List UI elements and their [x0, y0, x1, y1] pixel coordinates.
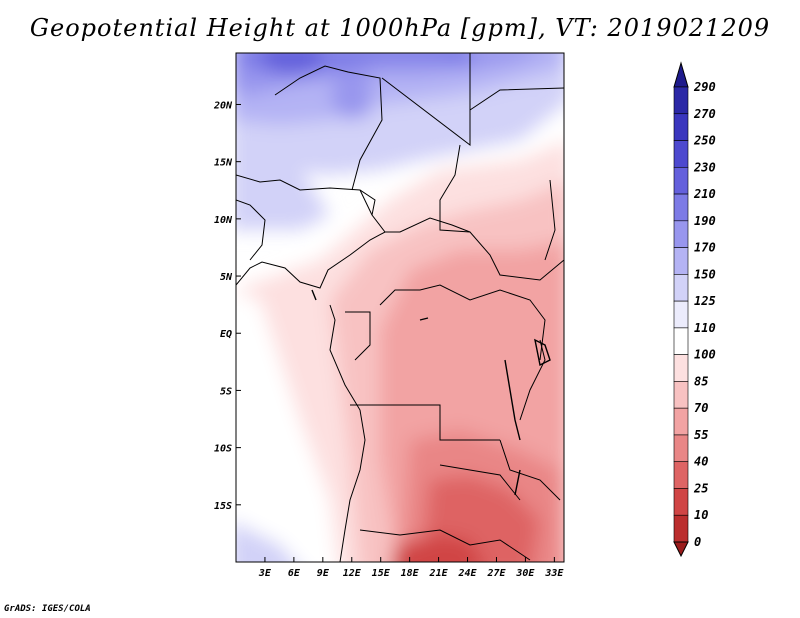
- colorbar-bin: [673, 354, 689, 382]
- lon-tick-label: 18E: [401, 568, 420, 579]
- country-borders: [236, 53, 564, 562]
- colorbar-label: 125: [694, 294, 716, 308]
- lat-tick-label: 5S: [220, 386, 232, 397]
- colorbar-bin: [673, 461, 689, 489]
- colorbar-label: 230: [693, 160, 716, 174]
- colorbar-bin: [673, 407, 689, 436]
- colorbar-bin: [673, 274, 689, 302]
- colorbar-label: 270: [693, 107, 716, 121]
- colorbar-label: 85: [694, 374, 708, 388]
- colorbar-bin: [673, 220, 689, 248]
- map-frame: [235, 52, 565, 563]
- colorbar-bin: [673, 381, 689, 409]
- colorbar-bin: [673, 166, 689, 195]
- lon-tick-label: 33E: [544, 568, 564, 579]
- lon-tick-label: 27E: [486, 568, 506, 579]
- colorbar-bin: [673, 300, 689, 329]
- colorbar-bin: [673, 327, 689, 355]
- map-title: Geopotential Height at 1000hPa [gpm], VT…: [29, 14, 771, 42]
- latitude-axis: 20N 15N 10N 5N EQ 5S 10S 15S: [213, 100, 241, 512]
- colorbar-label: 290: [693, 80, 716, 94]
- lon-tick-label: 6E: [288, 568, 301, 579]
- colorbar-label: 25: [693, 481, 708, 495]
- lat-tick-label: 10S: [214, 444, 232, 455]
- lat-tick-label: EQ: [220, 329, 232, 340]
- colorbar-top-arrow: [673, 61, 689, 88]
- colorbar-label: 170: [694, 241, 716, 255]
- colorbar-label: 110: [694, 321, 716, 335]
- lat-tick-label: 15N: [214, 158, 233, 169]
- colorbar-bin: [673, 514, 689, 543]
- lon-tick-label: 24E: [457, 568, 477, 579]
- height-field: [236, 53, 564, 562]
- colorbar-label: 0: [694, 535, 701, 549]
- lon-tick-label: 21E: [429, 568, 449, 579]
- colorbar-label: 150: [694, 267, 716, 281]
- lon-tick-label: 30E: [515, 568, 535, 579]
- colorbar-label: 250: [693, 134, 716, 148]
- lakes: [311, 289, 551, 496]
- lon-tick-label: 3E: [258, 568, 272, 579]
- lat-tick-label: 5N: [220, 272, 233, 283]
- lon-tick-label: 15E: [372, 568, 391, 579]
- colorbar-label: 40: [694, 455, 708, 469]
- colorbar-label: 100: [694, 348, 716, 362]
- lat-tick-label: 15S: [214, 501, 232, 512]
- colorbar-bin: [673, 434, 689, 463]
- colorbar-bin: [673, 247, 689, 275]
- colorbar-bin: [673, 86, 689, 115]
- longitude-axis: 3E 6E 9E 12E 15E 18E 21E 24E 27E 30E 33E: [258, 557, 564, 579]
- colorbar-bottom-arrow: [673, 541, 689, 558]
- colorbar-bin: [673, 113, 689, 141]
- footer-credit: GrADS: IGES/COLA: [4, 604, 91, 614]
- colorbar-bin: [673, 488, 689, 516]
- colorbar-label: 70: [694, 401, 708, 415]
- lon-tick-label: 9E: [317, 568, 330, 579]
- colorbar-label: 10: [694, 508, 708, 522]
- lat-tick-label: 10N: [214, 215, 233, 226]
- colorbar-label: 210: [693, 187, 716, 201]
- colorbar-label: 190: [694, 214, 716, 228]
- colorbar-bin: [673, 193, 689, 222]
- colorbar-label: 55: [694, 428, 708, 442]
- colorbar-bin: [673, 140, 689, 168]
- lon-tick-label: 12E: [343, 568, 362, 579]
- lat-tick-label: 20N: [213, 100, 233, 111]
